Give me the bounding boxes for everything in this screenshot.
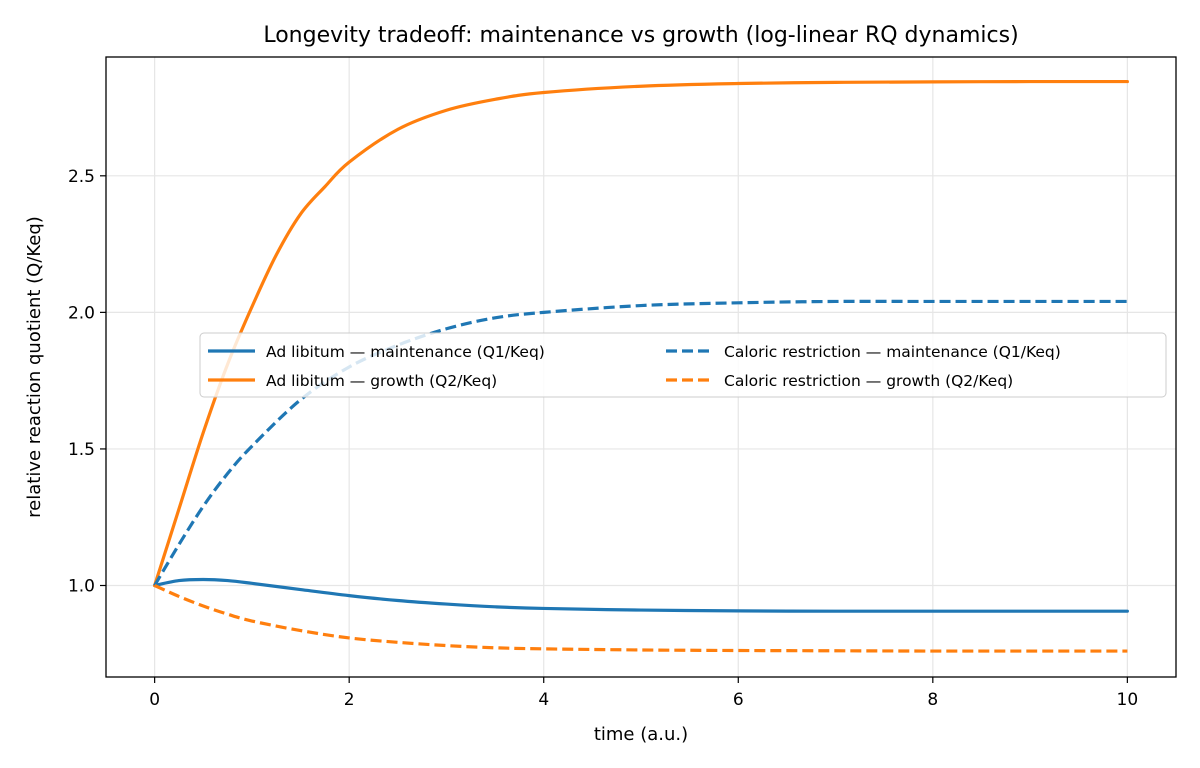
y-tick-label: 1.5 xyxy=(68,440,95,460)
x-tick-label: 10 xyxy=(1117,690,1139,710)
y-tick-label: 1.0 xyxy=(68,577,95,597)
x-tick-label: 0 xyxy=(149,690,160,710)
y-axis-label: relative reaction quotient (Q/Keq) xyxy=(24,216,45,518)
series-line-ad-libitum-maintenance xyxy=(153,577,1129,613)
y-tick-label: 2.5 xyxy=(68,167,95,187)
legend-label-ad-libitum-growth: Ad libitum — growth (Q2/Keq) xyxy=(266,372,497,390)
axis-ticks: 0 2 4 6 8 10 1.0 1.5 2.0 2.5 xyxy=(68,167,1138,710)
legend-label-caloric-restriction-maintenance: Caloric restriction — maintenance (Q1/Ke… xyxy=(724,343,1061,361)
x-tick-label: 6 xyxy=(733,690,744,710)
x-tick-label: 4 xyxy=(538,690,549,710)
legend-label-caloric-restriction-growth: Caloric restriction — growth (Q2/Keq) xyxy=(724,372,1013,390)
legend: Ad libitum — maintenance (Q1/Keq) Ad libi… xyxy=(199,332,1167,398)
x-axis-label: time (a.u.) xyxy=(594,724,688,745)
series-line-caloric-restriction-growth xyxy=(153,584,1128,653)
legend-box xyxy=(199,332,1167,398)
series-line-caloric-restriction-maintenance xyxy=(153,299,1128,587)
y-tick-label: 2.0 xyxy=(68,303,95,323)
x-tick-label: 2 xyxy=(344,690,355,710)
plot-frame xyxy=(105,56,1177,678)
chart-title: Longevity tradeoff: maintenance vs growt… xyxy=(263,23,1018,48)
x-tick-label: 8 xyxy=(927,690,938,710)
legend-label-ad-libitum-maintenance: Ad libitum — maintenance (Q1/Keq) xyxy=(266,343,545,361)
